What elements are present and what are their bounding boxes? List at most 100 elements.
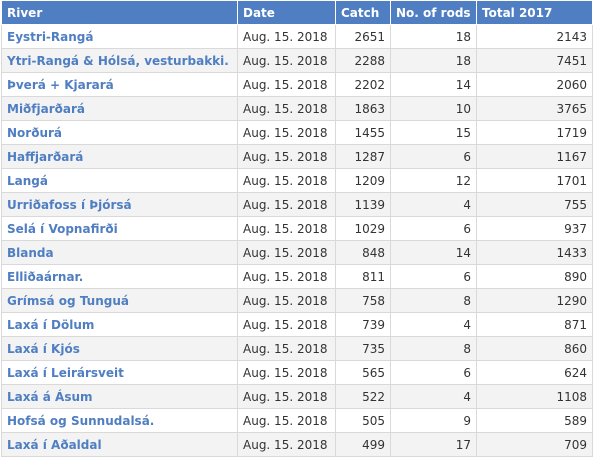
cell-total-2017: 2143 bbox=[476, 24, 593, 49]
header-river: River bbox=[1, 0, 238, 25]
cell-rods: 14 bbox=[390, 240, 477, 265]
cell-catch: 811 bbox=[335, 264, 391, 289]
table-row: Laxá í Aðaldal Aug. 15. 2018 499 17 709 bbox=[1, 432, 593, 457]
cell-river[interactable]: Þverá + Kjarará bbox=[1, 72, 238, 97]
cell-rods: 10 bbox=[390, 96, 477, 121]
cell-rods: 6 bbox=[390, 264, 477, 289]
cell-river[interactable]: Laxá í Kjós bbox=[1, 336, 238, 361]
cell-total-2017: 890 bbox=[476, 264, 593, 289]
table-row: Laxá í Kjós Aug. 15. 2018 735 8 860 bbox=[1, 336, 593, 361]
cell-rods: 4 bbox=[390, 192, 477, 217]
header-rods: No. of rods bbox=[390, 0, 477, 25]
cell-date: Aug. 15. 2018 bbox=[237, 312, 336, 337]
cell-total-2017: 1701 bbox=[476, 168, 593, 193]
cell-date: Aug. 15. 2018 bbox=[237, 48, 336, 73]
cell-total-2017: 860 bbox=[476, 336, 593, 361]
cell-catch: 1209 bbox=[335, 168, 391, 193]
table-body: Eystri-Rangá Aug. 15. 2018 2651 18 2143 Ytri-… bbox=[1, 24, 593, 457]
table-row: Elliðaárnar. Aug. 15. 2018 811 6 890 bbox=[1, 264, 593, 289]
table-row: Hofsá og Sunnudalsá. Aug. 15. 2018 505 9 589 bbox=[1, 408, 593, 433]
cell-rods: 18 bbox=[390, 48, 477, 73]
cell-catch: 1863 bbox=[335, 96, 391, 121]
cell-date: Aug. 15. 2018 bbox=[237, 192, 336, 217]
cell-date: Aug. 15. 2018 bbox=[237, 216, 336, 241]
cell-date: Aug. 15. 2018 bbox=[237, 264, 336, 289]
cell-catch: 499 bbox=[335, 432, 391, 457]
cell-rods: 14 bbox=[390, 72, 477, 97]
table-row: Eystri-Rangá Aug. 15. 2018 2651 18 2143 bbox=[1, 24, 593, 49]
cell-catch: 1287 bbox=[335, 144, 391, 169]
cell-river[interactable]: Laxá í Leirársveit bbox=[1, 360, 238, 385]
cell-river[interactable]: Hofsá og Sunnudalsá. bbox=[1, 408, 238, 433]
cell-total-2017: 2060 bbox=[476, 72, 593, 97]
cell-river[interactable]: Norðurá bbox=[1, 120, 238, 145]
cell-river[interactable]: Selá í Vopnafirði bbox=[1, 216, 238, 241]
cell-total-2017: 1290 bbox=[476, 288, 593, 313]
cell-river[interactable]: Laxá í Aðaldal bbox=[1, 432, 238, 457]
table-row: Miðfjarðará Aug. 15. 2018 1863 10 3765 bbox=[1, 96, 593, 121]
table-row: Grímsá og Tunguá Aug. 15. 2018 758 8 1290 bbox=[1, 288, 593, 313]
cell-river[interactable]: Elliðaárnar. bbox=[1, 264, 238, 289]
cell-catch: 758 bbox=[335, 288, 391, 313]
header-row: River Date Catch No. of rods Total 2017 bbox=[1, 0, 593, 25]
cell-date: Aug. 15. 2018 bbox=[237, 384, 336, 409]
cell-date: Aug. 15. 2018 bbox=[237, 72, 336, 97]
cell-total-2017: 1108 bbox=[476, 384, 593, 409]
header-total-2017: Total 2017 bbox=[476, 0, 593, 25]
cell-river[interactable]: Laxá á Ásum bbox=[1, 384, 238, 409]
cell-catch: 848 bbox=[335, 240, 391, 265]
table-row: Langá Aug. 15. 2018 1209 12 1701 bbox=[1, 168, 593, 193]
cell-total-2017: 624 bbox=[476, 360, 593, 385]
cell-river[interactable]: Langá bbox=[1, 168, 238, 193]
cell-total-2017: 709 bbox=[476, 432, 593, 457]
cell-rods: 18 bbox=[390, 24, 477, 49]
cell-catch: 505 bbox=[335, 408, 391, 433]
table-row: Selá í Vopnafirði Aug. 15. 2018 1029 6 937 bbox=[1, 216, 593, 241]
table-row: Laxá í Dölum Aug. 15. 2018 739 4 871 bbox=[1, 312, 593, 337]
table-row: Norðurá Aug. 15. 2018 1455 15 1719 bbox=[1, 120, 593, 145]
cell-date: Aug. 15. 2018 bbox=[237, 168, 336, 193]
cell-river[interactable]: Haffjarðará bbox=[1, 144, 238, 169]
cell-rods: 9 bbox=[390, 408, 477, 433]
cell-catch: 522 bbox=[335, 384, 391, 409]
cell-river[interactable]: Laxá í Dölum bbox=[1, 312, 238, 337]
cell-date: Aug. 15. 2018 bbox=[237, 240, 336, 265]
cell-catch: 1029 bbox=[335, 216, 391, 241]
cell-date: Aug. 15. 2018 bbox=[237, 144, 336, 169]
header-date: Date bbox=[237, 0, 336, 25]
cell-total-2017: 7451 bbox=[476, 48, 593, 73]
cell-catch: 1455 bbox=[335, 120, 391, 145]
cell-total-2017: 1719 bbox=[476, 120, 593, 145]
cell-catch: 565 bbox=[335, 360, 391, 385]
table-row: Urriðafoss í Þjórsá Aug. 15. 2018 1139 4 755 bbox=[1, 192, 593, 217]
cell-total-2017: 937 bbox=[476, 216, 593, 241]
cell-rods: 6 bbox=[390, 360, 477, 385]
cell-date: Aug. 15. 2018 bbox=[237, 360, 336, 385]
cell-river[interactable]: Miðfjarðará bbox=[1, 96, 238, 121]
cell-date: Aug. 15. 2018 bbox=[237, 120, 336, 145]
cell-rods: 15 bbox=[390, 120, 477, 145]
cell-river[interactable]: Grímsá og Tunguá bbox=[1, 288, 238, 313]
cell-rods: 6 bbox=[390, 216, 477, 241]
cell-river[interactable]: Blanda bbox=[1, 240, 238, 265]
cell-river[interactable]: Urriðafoss í Þjórsá bbox=[1, 192, 238, 217]
cell-total-2017: 1167 bbox=[476, 144, 593, 169]
table-row: Blanda Aug. 15. 2018 848 14 1433 bbox=[1, 240, 593, 265]
cell-date: Aug. 15. 2018 bbox=[237, 288, 336, 313]
cell-rods: 4 bbox=[390, 384, 477, 409]
table-row: Haffjarðará Aug. 15. 2018 1287 6 1167 bbox=[1, 144, 593, 169]
table-row: Laxá í Leirársveit Aug. 15. 2018 565 6 624 bbox=[1, 360, 593, 385]
cell-total-2017: 871 bbox=[476, 312, 593, 337]
cell-date: Aug. 15. 2018 bbox=[237, 432, 336, 457]
cell-total-2017: 1433 bbox=[476, 240, 593, 265]
cell-river[interactable]: Ytri-Rangá & Hólsá, vesturbakki. bbox=[1, 48, 238, 73]
cell-river[interactable]: Eystri-Rangá bbox=[1, 24, 238, 49]
table-row: Laxá á Ásum Aug. 15. 2018 522 4 1108 bbox=[1, 384, 593, 409]
cell-date: Aug. 15. 2018 bbox=[237, 408, 336, 433]
cell-catch: 2202 bbox=[335, 72, 391, 97]
cell-date: Aug. 15. 2018 bbox=[237, 96, 336, 121]
table-row: Ytri-Rangá & Hólsá, vesturbakki. Aug. 15.… bbox=[1, 48, 593, 73]
cell-rods: 8 bbox=[390, 288, 477, 313]
cell-rods: 17 bbox=[390, 432, 477, 457]
